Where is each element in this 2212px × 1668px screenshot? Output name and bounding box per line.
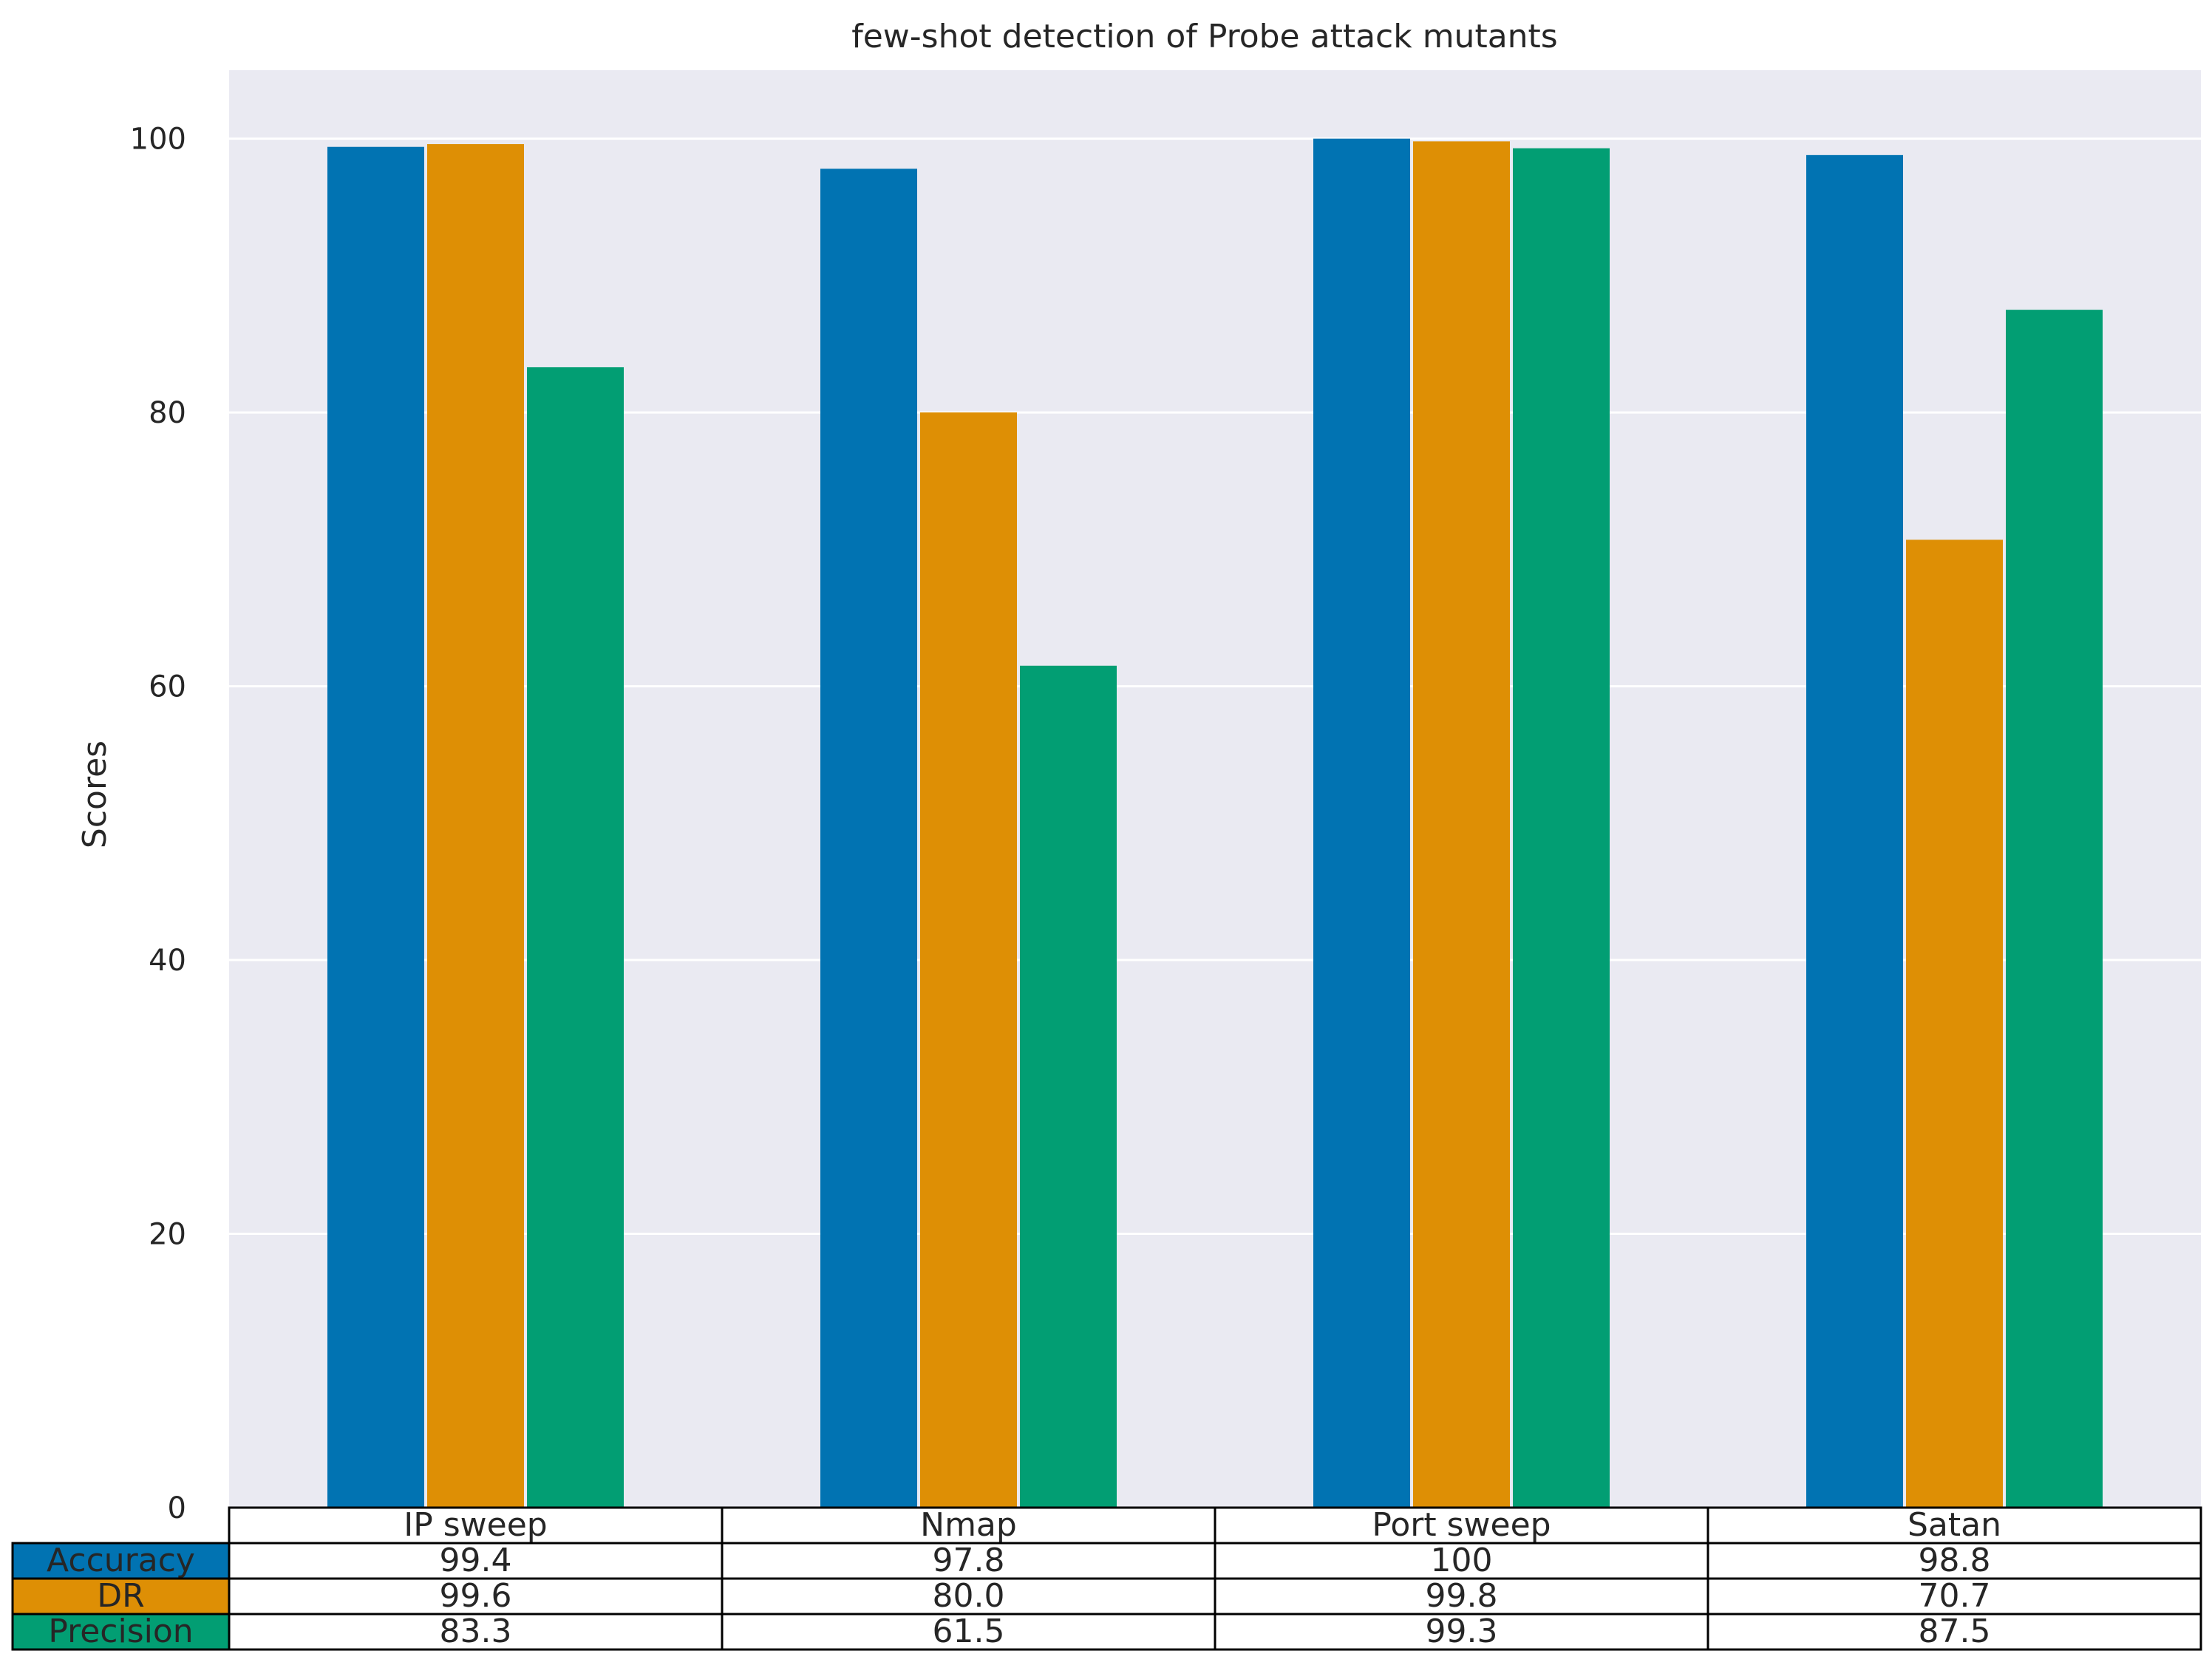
y-tick-label: 60 [149,670,186,704]
table-value: 87.5 [1919,1613,1991,1650]
y-tick-label: 80 [149,396,186,430]
table-column-header: Port sweep [1372,1506,1551,1544]
table-value: 99.3 [1426,1613,1498,1650]
table-row-label: Precision [48,1613,193,1650]
bar [327,146,424,1508]
bar [2006,310,2103,1508]
table-column-header: Nmap [920,1506,1017,1544]
bar [1020,665,1117,1508]
y-tick-label: 40 [149,944,186,978]
table-row-label: Accuracy [47,1542,195,1579]
y-tick-label: 100 [130,123,186,157]
table-value: 98.8 [1919,1542,1991,1579]
table-column-header: Satan [1908,1506,2001,1544]
bar [1313,138,1410,1508]
chart-title: few-shot detection of Probe attack mutan… [851,18,1557,55]
plot-area [229,70,2201,1508]
bar [427,144,524,1508]
bar [1513,148,1610,1508]
y-tick-label: 20 [149,1218,186,1252]
table-value: 99.4 [440,1542,512,1579]
bar [1806,154,1903,1508]
table-cell [1706,1613,2202,1651]
table-value: 99.8 [1426,1577,1498,1615]
y-ticks: 0 20 40 60 80 100 [130,123,186,1525]
bar [1413,141,1510,1508]
table-row-label: DR [97,1577,144,1615]
table-column-header: IP sweep [404,1506,547,1544]
bars [327,138,2103,1508]
table-value: 80.0 [933,1577,1005,1615]
table-value: 97.8 [933,1542,1005,1579]
table-value: 70.7 [1919,1577,1991,1615]
y-tick-label: 0 [168,1491,186,1525]
y-axis-label: Scores [76,741,114,848]
table-value: 83.3 [440,1613,512,1650]
table-value: 61.5 [933,1613,1005,1650]
table-value: 100 [1431,1542,1493,1579]
bar [920,412,1017,1508]
bar [527,367,624,1508]
table-value: 99.6 [440,1577,512,1615]
bar [820,168,917,1508]
bar [1906,539,2003,1508]
table-row-label-cell [11,1613,231,1651]
